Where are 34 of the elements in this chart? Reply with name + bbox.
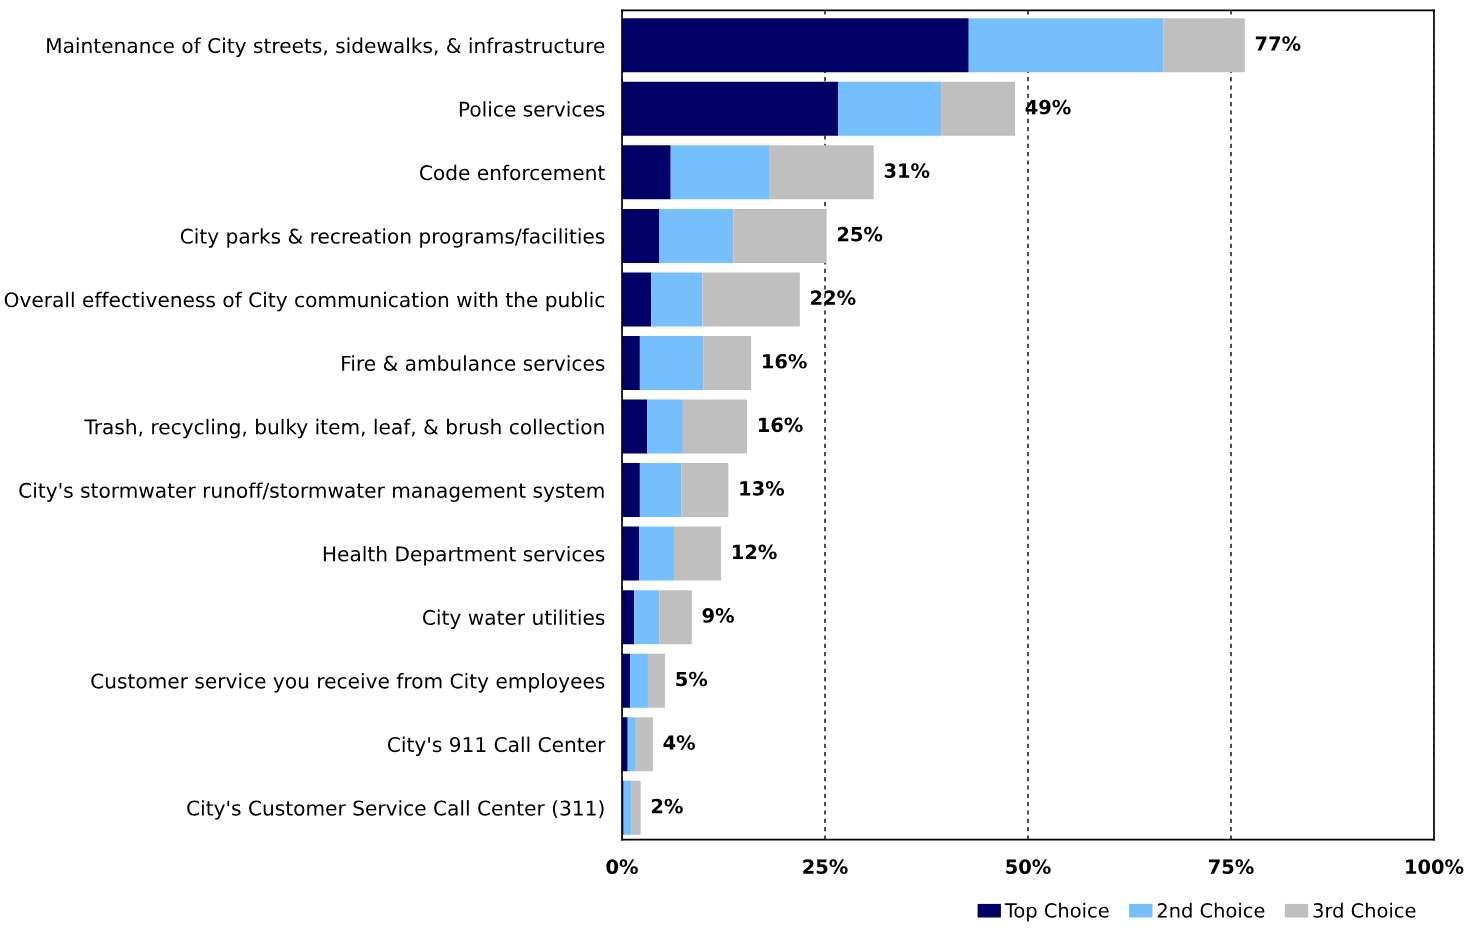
total-label: 31% bbox=[884, 163, 930, 178]
legend-label: 3rd Choice bbox=[1313, 902, 1416, 918]
total-label: 4% bbox=[663, 735, 695, 750]
total-label: 16% bbox=[758, 417, 803, 433]
y-tick-label: City water utilities bbox=[423, 609, 605, 629]
total-label: 5% bbox=[676, 671, 708, 687]
x-tick-label: 100% bbox=[1406, 859, 1464, 875]
y-tick-label: Customer service you receive from City employees bbox=[91, 673, 605, 693]
total-label: 16% bbox=[763, 353, 807, 369]
y-tick-label: City's 911 Call Center bbox=[387, 736, 606, 757]
y-tick-label: Trash, recycling, bulky item, leaf, & brush collection bbox=[84, 418, 604, 439]
y-tick-label: Fire & ambulance services bbox=[342, 355, 605, 371]
x-tick-label: 50% bbox=[1006, 859, 1051, 875]
total-label: 22% bbox=[811, 290, 856, 306]
y-tick-label: City's stormwater runoff/stormwater management system bbox=[19, 482, 604, 502]
y-tick-label: Overall effectiveness of City communication with the public bbox=[4, 291, 605, 312]
y-tick-label: Maintenance of City streets, sidewalks, & infrastructure bbox=[47, 37, 605, 58]
total-label: 77% bbox=[1255, 36, 1301, 51]
y-tick-label: Police services bbox=[459, 101, 605, 117]
legend-label: 2nd Choice bbox=[1157, 902, 1265, 918]
x-tick-label: 0% bbox=[606, 859, 638, 875]
x-tick-label: 75% bbox=[1209, 859, 1254, 875]
y-tick-label: Code enforcement bbox=[419, 164, 605, 181]
total-label: 2% bbox=[651, 798, 683, 814]
y-tick-label: City parks & recreation programs/facilities bbox=[180, 228, 605, 248]
y-tick-label: City's Customer Service Call Center (311) bbox=[187, 800, 604, 820]
total-label: 49% bbox=[1025, 99, 1071, 115]
total-label: 13% bbox=[740, 481, 785, 496]
legend-label: Top Choice bbox=[1004, 902, 1109, 922]
total-label: 12% bbox=[733, 544, 777, 560]
y-tick-label: Health Department services bbox=[323, 545, 605, 566]
total-label: 9% bbox=[702, 608, 734, 623]
x-tick-label: 25% bbox=[803, 859, 848, 875]
total-label: 25% bbox=[837, 226, 883, 242]
